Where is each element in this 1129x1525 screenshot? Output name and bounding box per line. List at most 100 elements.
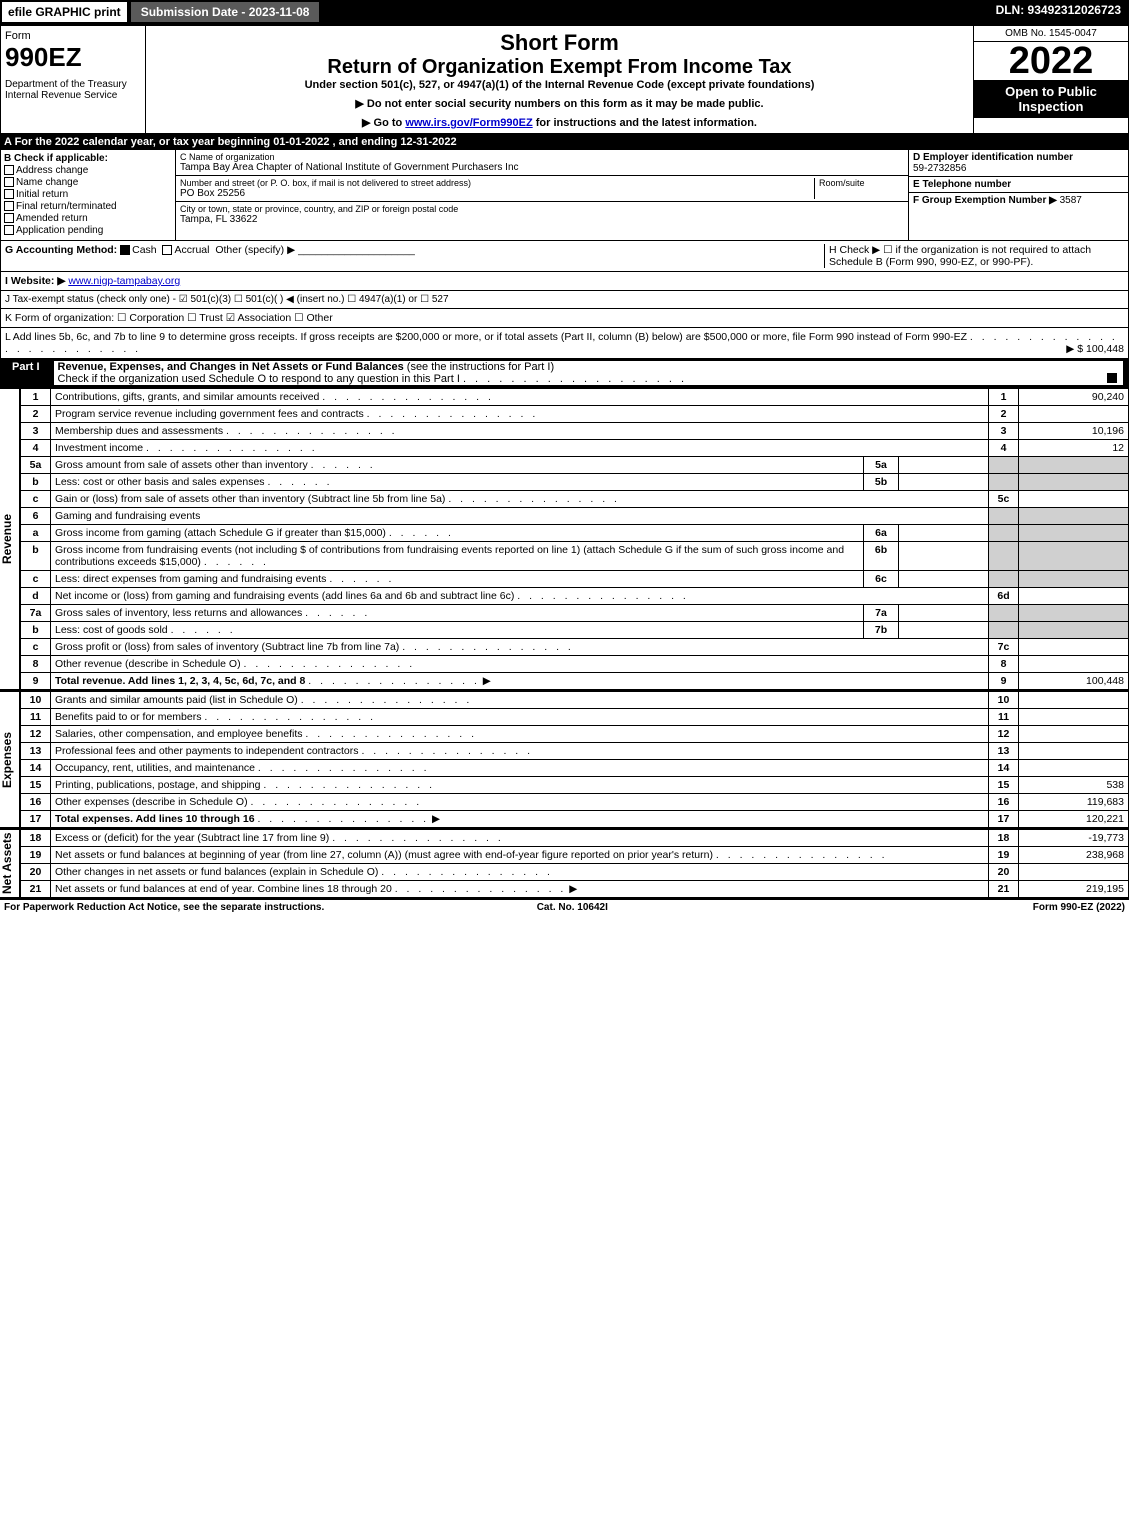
line-number: 7a	[21, 605, 51, 622]
expenses-section: Expenses 10Grants and similar amounts pa…	[0, 690, 1129, 828]
ein-cell: D Employer identification number 59-2732…	[909, 150, 1128, 177]
line-number: a	[21, 525, 51, 542]
efile-print[interactable]: efile GRAPHIC print	[0, 0, 129, 24]
short-form-title: Short Form	[150, 30, 969, 56]
line-number: 1	[21, 389, 51, 406]
header-right: OMB No. 1545-0047 2022 Open to Public In…	[973, 26, 1128, 133]
line-number: c	[21, 491, 51, 508]
line-description: Membership dues and assessments . . . . …	[51, 423, 989, 440]
table-row: 12Salaries, other compensation, and empl…	[21, 726, 1129, 743]
org-name-label: C Name of organization	[180, 152, 904, 162]
open-inspection: Open to Public Inspection	[974, 80, 1128, 118]
line-col: 4	[989, 440, 1019, 457]
subline-number: 5a	[864, 457, 899, 474]
line-g: G Accounting Method: Cash Accrual Other …	[5, 244, 824, 268]
check-initial-return[interactable]: Initial return	[4, 189, 172, 200]
footer-left: For Paperwork Reduction Act Notice, see …	[4, 902, 324, 913]
line-col: 9	[989, 673, 1019, 690]
line-amount	[1019, 588, 1129, 605]
line-amount: 90,240	[1019, 389, 1129, 406]
check-amended-return[interactable]: Amended return	[4, 213, 172, 224]
table-row: 1Contributions, gifts, grants, and simil…	[21, 389, 1129, 406]
line-col: 12	[989, 726, 1019, 743]
irs-link[interactable]: www.irs.gov/Form990EZ	[405, 117, 532, 129]
line-col: 19	[989, 847, 1019, 864]
line-description: Gross amount from sale of assets other t…	[51, 457, 864, 474]
line-number: 8	[21, 656, 51, 673]
line-amount	[1019, 639, 1129, 656]
table-row: 17Total expenses. Add lines 10 through 1…	[21, 811, 1129, 828]
footer-cat: Cat. No. 10642I	[537, 902, 608, 913]
topbar: efile GRAPHIC print Submission Date - 20…	[0, 0, 1129, 24]
line-description: Excess or (deficit) for the year (Subtra…	[51, 830, 989, 847]
line-number: 6	[21, 508, 51, 525]
table-row: 15Printing, publications, postage, and s…	[21, 777, 1129, 794]
check-address-change[interactable]: Address change	[4, 165, 172, 176]
section-b-header: B Check if applicable:	[4, 153, 108, 164]
group-label: F Group Exemption Number ▶	[913, 195, 1057, 206]
table-row: 8Other revenue (describe in Schedule O) …	[21, 656, 1129, 673]
org-name-cell: C Name of organization Tampa Bay Area Ch…	[176, 150, 908, 176]
line-description: Gross profit or (loss) from sales of inv…	[51, 639, 989, 656]
check-accrual[interactable]	[162, 245, 172, 255]
table-row: dNet income or (loss) from gaming and fu…	[21, 588, 1129, 605]
line-col: 13	[989, 743, 1019, 760]
revenue-side-label: Revenue	[0, 388, 20, 690]
line-col: 18	[989, 830, 1019, 847]
city-label: City or town, state or province, country…	[180, 204, 904, 214]
line-number: 11	[21, 709, 51, 726]
line-description: Less: cost or other basis and sales expe…	[51, 474, 864, 491]
line-k: K Form of organization: ☐ Corporation ☐ …	[0, 309, 1129, 328]
check-application-pending[interactable]: Application pending	[4, 225, 172, 236]
line-col: 2	[989, 406, 1019, 423]
line-number: 17	[21, 811, 51, 828]
line-amount	[1019, 864, 1129, 881]
check-schedule-o[interactable]	[1107, 373, 1117, 383]
ein-label: D Employer identification number	[913, 152, 1073, 163]
line-description: Less: direct expenses from gaming and fu…	[51, 571, 864, 588]
room-label: Room/suite	[819, 178, 904, 188]
section-b: B Check if applicable: Address change Na…	[1, 150, 176, 240]
line-description: Grants and similar amounts paid (list in…	[51, 692, 989, 709]
website-link[interactable]: www.nigp-tampabay.org	[68, 275, 180, 287]
subline-amount	[899, 525, 989, 542]
instruction-goto: ▶ Go to www.irs.gov/Form990EZ for instru…	[150, 116, 969, 129]
line-col: 5c	[989, 491, 1019, 508]
dept-irs: Internal Revenue Service	[5, 90, 141, 101]
subline-amount	[899, 571, 989, 588]
line-amount: 538	[1019, 777, 1129, 794]
line-number: 3	[21, 423, 51, 440]
gross-receipts-amount: ▶ $ 100,448	[1066, 343, 1124, 355]
table-row: 5aGross amount from sale of assets other…	[21, 457, 1129, 474]
line-amount	[1019, 406, 1129, 423]
part-1-label: Part I	[6, 361, 46, 385]
part-1-check: Check if the organization used Schedule …	[58, 373, 460, 385]
expenses-side-label: Expenses	[0, 691, 20, 828]
form-number: 990EZ	[5, 42, 141, 73]
footer: For Paperwork Reduction Act Notice, see …	[0, 898, 1129, 915]
city-cell: City or town, state or province, country…	[176, 202, 908, 227]
org-name: Tampa Bay Area Chapter of National Insti…	[180, 162, 904, 173]
subline-amount	[899, 457, 989, 474]
line-amount	[1019, 760, 1129, 777]
dept-treasury: Department of the Treasury	[5, 79, 141, 90]
line-description: Professional fees and other payments to …	[51, 743, 989, 760]
line-a: A For the 2022 calendar year, or tax yea…	[0, 134, 1129, 150]
line-description: Net assets or fund balances at end of ye…	[51, 881, 989, 898]
netassets-side-label: Net Assets	[0, 829, 20, 898]
check-final-return[interactable]: Final return/terminated	[4, 201, 172, 212]
line-description: Gain or (loss) from sale of assets other…	[51, 491, 989, 508]
street-value: PO Box 25256	[180, 188, 814, 199]
line-h: H Check ▶ ☐ if the organization is not r…	[824, 244, 1124, 268]
line-number: 2	[21, 406, 51, 423]
table-row: 10Grants and similar amounts paid (list …	[21, 692, 1129, 709]
line-description: Investment income . . . . . . . . . . . …	[51, 440, 989, 457]
line-description: Program service revenue including govern…	[51, 406, 989, 423]
line-number: b	[21, 622, 51, 639]
line-col: 17	[989, 811, 1019, 828]
check-name-change[interactable]: Name change	[4, 177, 172, 188]
check-cash[interactable]	[120, 245, 130, 255]
table-row: 6Gaming and fundraising events	[21, 508, 1129, 525]
line-description: Total revenue. Add lines 1, 2, 3, 4, 5c,…	[51, 673, 989, 690]
group-cell: F Group Exemption Number ▶ 3587	[909, 193, 1128, 208]
